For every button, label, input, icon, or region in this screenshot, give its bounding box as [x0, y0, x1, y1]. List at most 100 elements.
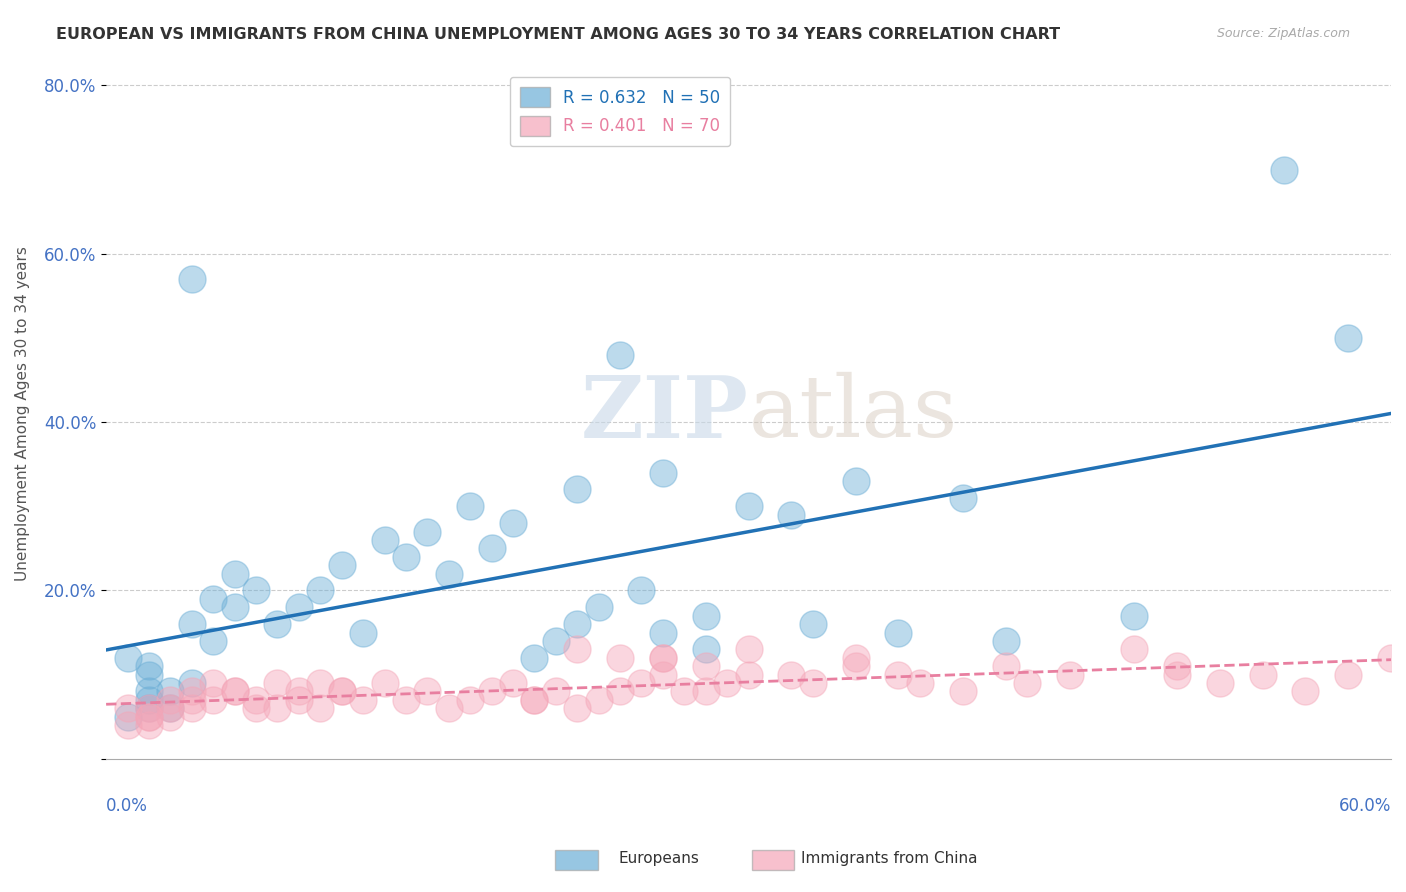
Point	[224, 684, 246, 698]
Point	[567, 701, 589, 715]
Point	[159, 684, 181, 698]
Point	[1337, 667, 1360, 681]
Text: EUROPEAN VS IMMIGRANTS FROM CHINA UNEMPLOYMENT AMONG AGES 30 TO 34 YEARS CORRELA: EUROPEAN VS IMMIGRANTS FROM CHINA UNEMPL…	[56, 27, 1060, 42]
Point	[437, 701, 460, 715]
Point	[458, 693, 481, 707]
Point	[695, 642, 717, 657]
Y-axis label: Unemployment Among Ages 30 to 34 years: Unemployment Among Ages 30 to 34 years	[15, 246, 30, 581]
Point	[309, 676, 332, 690]
Point	[395, 549, 418, 564]
Point	[1166, 659, 1188, 673]
Point	[737, 667, 759, 681]
Point	[266, 676, 288, 690]
Point	[544, 684, 567, 698]
Point	[994, 659, 1017, 673]
Point	[1123, 608, 1146, 623]
Point	[651, 667, 673, 681]
Point	[1208, 676, 1230, 690]
Text: 60.0%: 60.0%	[1339, 797, 1391, 814]
Point	[330, 684, 353, 698]
Point	[1272, 162, 1295, 177]
Point	[224, 684, 246, 698]
Point	[458, 500, 481, 514]
Point	[180, 684, 202, 698]
Point	[224, 566, 246, 581]
Text: Source: ZipAtlas.com: Source: ZipAtlas.com	[1216, 27, 1350, 40]
Point	[1251, 667, 1274, 681]
Point	[588, 600, 610, 615]
Point	[801, 676, 824, 690]
Point	[630, 676, 652, 690]
Point	[801, 617, 824, 632]
Text: Europeans: Europeans	[619, 851, 700, 865]
Point	[437, 566, 460, 581]
Point	[138, 701, 160, 715]
Point	[245, 583, 267, 598]
Point	[630, 583, 652, 598]
Point	[1059, 667, 1081, 681]
Point	[695, 608, 717, 623]
Point	[138, 718, 160, 732]
Point	[1337, 331, 1360, 345]
Point	[609, 684, 631, 698]
Point	[481, 684, 503, 698]
Point	[780, 667, 803, 681]
Point	[202, 591, 225, 606]
Point	[117, 650, 139, 665]
Point	[1166, 667, 1188, 681]
Point	[609, 650, 631, 665]
Text: Immigrants from China: Immigrants from China	[801, 851, 979, 865]
Point	[180, 272, 202, 286]
Point	[845, 650, 868, 665]
Legend: R = 0.632   N = 50, R = 0.401   N = 70: R = 0.632 N = 50, R = 0.401 N = 70	[510, 77, 730, 146]
Point	[180, 617, 202, 632]
Point	[266, 617, 288, 632]
Point	[1015, 676, 1038, 690]
Point	[288, 684, 311, 698]
Point	[138, 684, 160, 698]
Point	[567, 642, 589, 657]
Text: atlas: atlas	[748, 372, 957, 455]
Point	[1294, 684, 1316, 698]
Point	[416, 684, 439, 698]
Point	[330, 684, 353, 698]
Point	[352, 625, 374, 640]
Point	[159, 701, 181, 715]
Point	[609, 348, 631, 362]
Point	[180, 693, 202, 707]
Point	[952, 491, 974, 505]
Point	[544, 634, 567, 648]
Point	[395, 693, 418, 707]
Point	[1123, 642, 1146, 657]
Point	[309, 583, 332, 598]
Point	[780, 508, 803, 522]
Point	[845, 474, 868, 488]
Point	[651, 650, 673, 665]
Point	[138, 701, 160, 715]
Point	[202, 693, 225, 707]
Point	[502, 676, 524, 690]
Point	[159, 693, 181, 707]
Point	[117, 718, 139, 732]
Point	[651, 650, 673, 665]
Point	[245, 693, 267, 707]
Point	[117, 709, 139, 723]
Point	[908, 676, 931, 690]
Point	[737, 642, 759, 657]
Point	[330, 558, 353, 573]
Point	[352, 693, 374, 707]
Point	[887, 667, 910, 681]
Point	[502, 516, 524, 530]
Point	[138, 667, 160, 681]
Point	[481, 541, 503, 556]
Point	[523, 693, 546, 707]
Point	[523, 693, 546, 707]
Point	[373, 533, 395, 547]
Point	[695, 659, 717, 673]
Point	[288, 600, 311, 615]
Point	[567, 617, 589, 632]
Point	[651, 466, 673, 480]
Point	[138, 659, 160, 673]
Point	[1379, 650, 1402, 665]
Point	[180, 701, 202, 715]
